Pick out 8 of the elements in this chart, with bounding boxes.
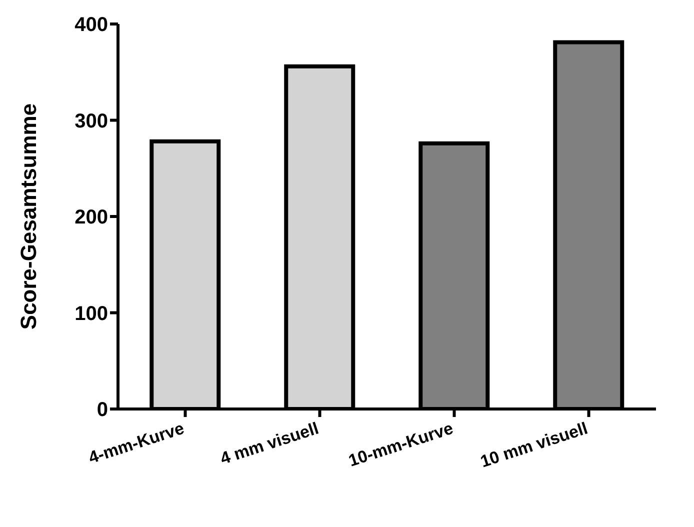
x-tick-label: 4 mm visuell: [218, 418, 321, 468]
y-tick-label: 0: [96, 399, 108, 422]
y-tick-label: 400: [74, 14, 108, 36]
y-tick-label: 200: [74, 206, 108, 229]
x-tick-label: 10 mm visuell: [478, 418, 590, 472]
y-tick-label: 100: [74, 302, 108, 325]
y-axis-title: Score-Gesamtsumme: [16, 103, 41, 330]
y-tick-label: 300: [74, 110, 108, 132]
